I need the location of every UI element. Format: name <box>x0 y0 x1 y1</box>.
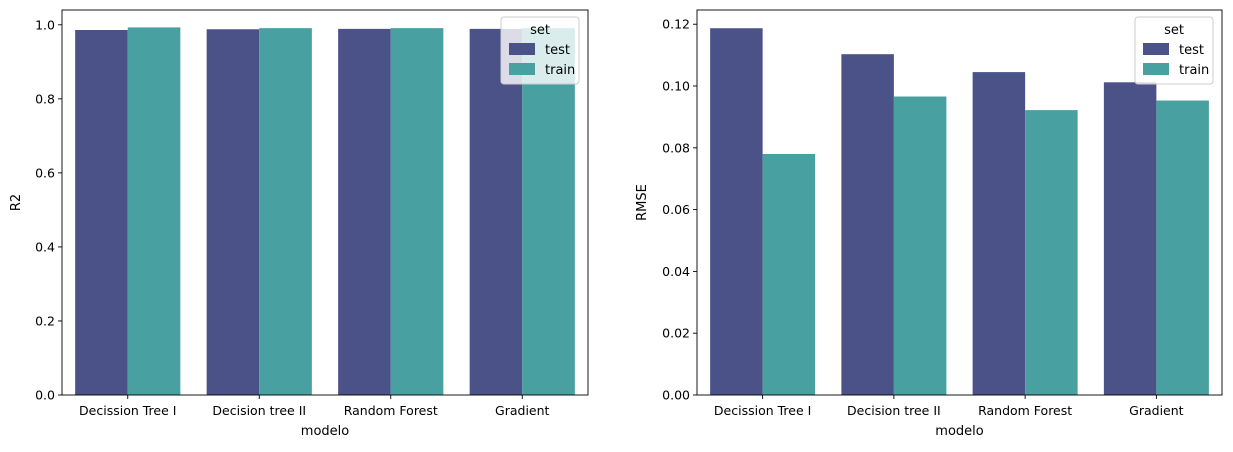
x-tick-label: Random Forest <box>344 403 438 418</box>
y-tick-label: 0.4 <box>35 239 55 254</box>
y-tick-label: 0.00 <box>662 388 690 403</box>
legend-entry-test: test <box>1179 43 1204 58</box>
y-axis-label: RMSE <box>635 184 650 221</box>
bar-test-1 <box>75 29 128 395</box>
y-tick-label: 0.08 <box>662 140 690 155</box>
x-tick-label: Decission Tree I <box>714 403 811 418</box>
legend-title: set <box>1164 23 1184 38</box>
legend-swatch-train <box>1143 63 1169 75</box>
bar-test-2 <box>841 54 894 395</box>
x-tick-label: Random Forest <box>978 403 1072 418</box>
y-tick-label: 0.06 <box>662 202 690 217</box>
legend: set test train <box>500 16 580 85</box>
legend-entry-test: test <box>545 43 570 58</box>
bar-test-2 <box>206 29 260 395</box>
y-tick-label: 0.12 <box>662 17 690 32</box>
legend-entry-train: train <box>545 63 575 78</box>
legend-swatch-test <box>1143 43 1169 55</box>
y-tick-label: 0.2 <box>35 313 55 328</box>
bar-train-1 <box>127 27 181 395</box>
legend-title: set <box>530 23 550 38</box>
x-tick-label: Gradient <box>1129 403 1184 418</box>
bar-train-4 <box>522 28 575 395</box>
axes-frame <box>61 9 589 396</box>
y-tick-label: 1.0 <box>35 17 55 32</box>
y-tick-label: 0.10 <box>662 79 690 94</box>
legend: set test train <box>1134 16 1214 85</box>
y-tick-label: 0.02 <box>662 326 690 341</box>
bar-test-4 <box>469 28 523 395</box>
x-tick-label: Decision tree II <box>212 403 306 418</box>
bar-train-3 <box>390 28 444 395</box>
x-tick-label: Decision tree II <box>847 403 941 418</box>
bar-train-3 <box>1025 110 1078 395</box>
bar-test-4 <box>1103 82 1157 395</box>
bar-train-2 <box>893 96 947 396</box>
x-axis-label: modelo <box>301 424 349 439</box>
bar-train-1 <box>762 153 816 395</box>
y-tick-label: 0.0 <box>35 388 55 403</box>
bar-train-4 <box>1156 100 1209 396</box>
bar-train-2 <box>259 28 312 395</box>
legend-entry-train: train <box>1179 63 1209 78</box>
y-axis-label: R2 <box>9 194 24 211</box>
x-tick-label: Gradient <box>495 403 550 418</box>
y-tick-label: 0.6 <box>35 165 55 180</box>
bar-test-3 <box>972 72 1026 395</box>
chart-1: 0.0 0.2 0.4 0.6 0.8 1.0 Decission Tree I Decisi… <box>9 9 589 439</box>
bar-test-1 <box>710 28 763 395</box>
x-tick-label: Decission Tree I <box>79 403 176 418</box>
y-tick-label: 0.04 <box>662 264 690 279</box>
axes-frame <box>696 9 1223 396</box>
x-axis-label: modelo <box>935 424 983 439</box>
chart-2: 0.00 0.02 0.04 0.06 0.08 0.10 0.12 Decission Tr… <box>635 9 1223 439</box>
bar-test-3 <box>338 28 391 395</box>
legend-swatch-train <box>509 63 535 75</box>
legend-swatch-test <box>509 43 535 55</box>
y-tick-label: 0.8 <box>35 91 55 106</box>
